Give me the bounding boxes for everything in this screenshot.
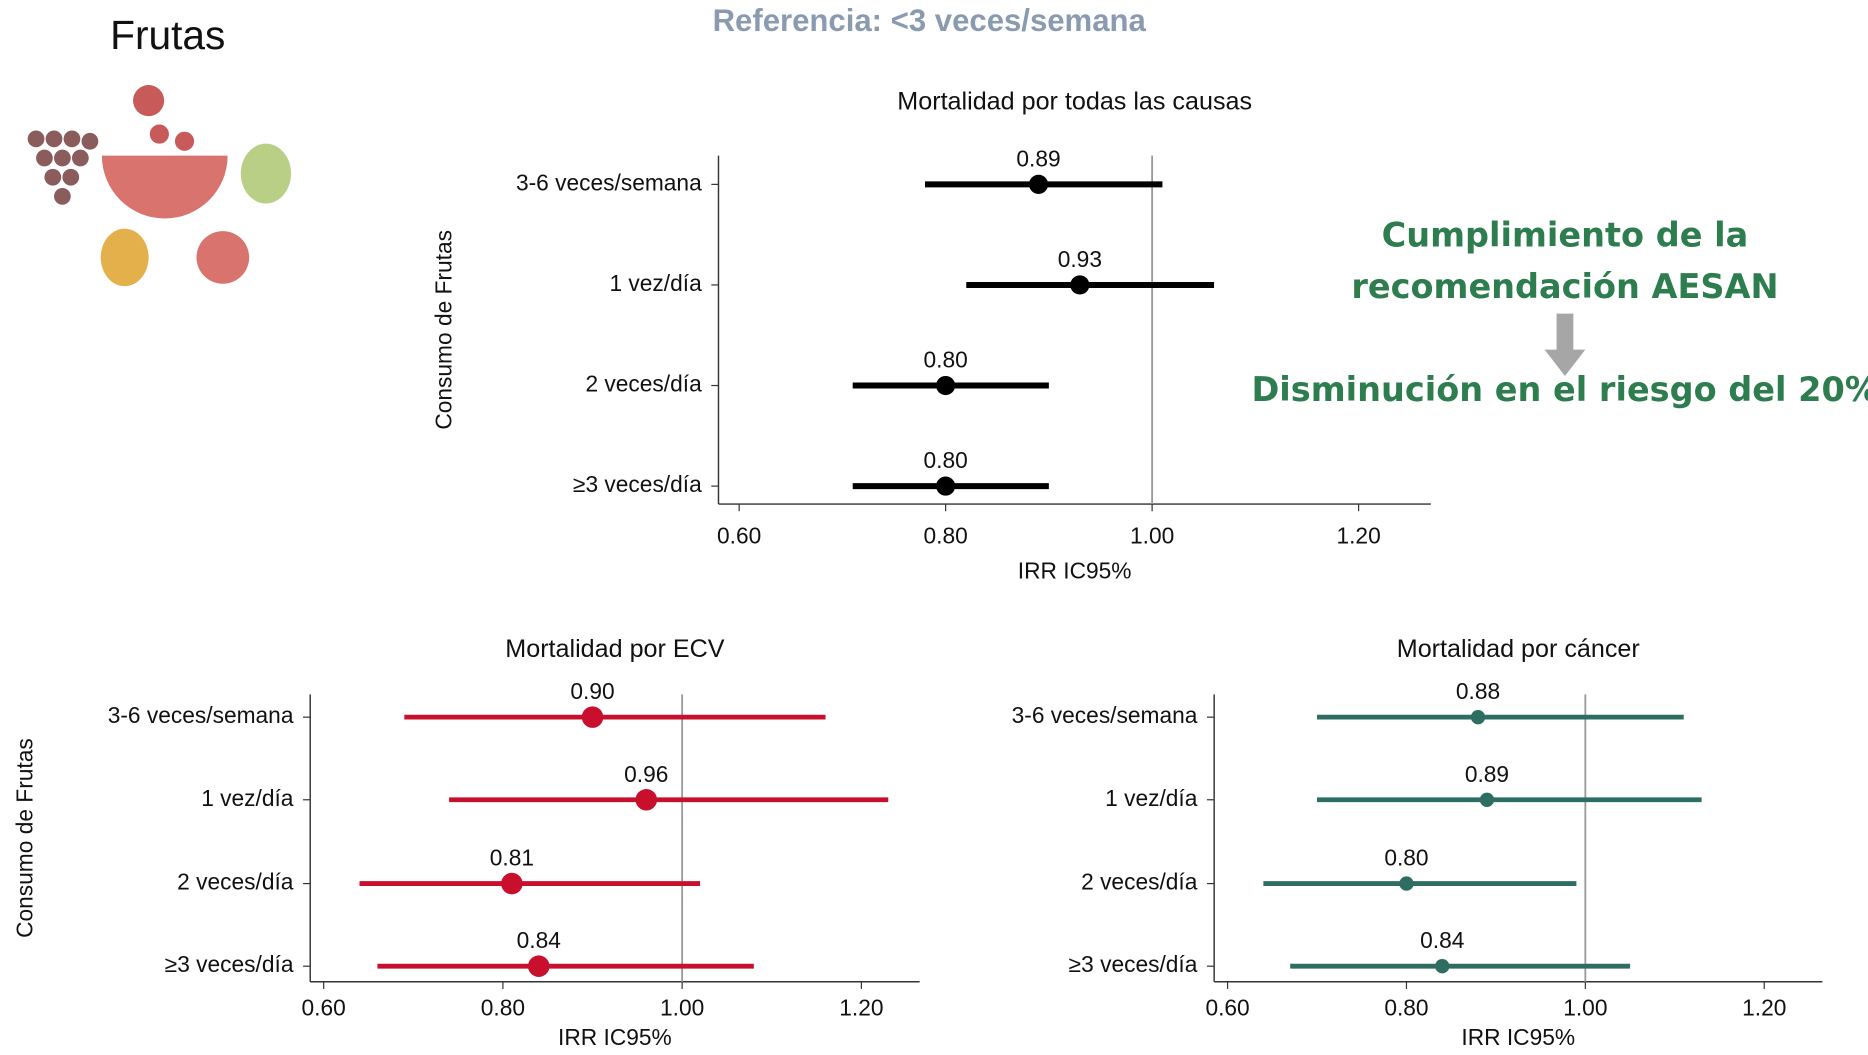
x-tick-label: 0.80 (924, 523, 968, 549)
value-label: 0.80 (924, 447, 968, 473)
point-estimate (1399, 876, 1413, 890)
point-estimate (636, 789, 658, 811)
point-estimate (582, 706, 604, 728)
slide-title: Frutas (110, 12, 225, 58)
fruit-icons (28, 85, 291, 286)
x-tick-label: 0.60 (1205, 994, 1249, 1020)
value-label: 0.90 (570, 678, 614, 704)
point-estimate (1480, 793, 1494, 807)
y-tick-label: 1 vez/día (609, 270, 702, 296)
x-axis-label: IRR IC95% (558, 1024, 672, 1050)
point-estimate (1435, 959, 1449, 973)
chart-title: Mortalidad por ECV (505, 635, 724, 663)
y-tick-label: 3-6 veces/semana (516, 169, 702, 195)
chart-title: Mortalidad por todas las causas (897, 88, 1252, 116)
x-tick-label: 1.20 (1742, 994, 1786, 1020)
y-tick-label: 3-6 veces/semana (108, 702, 294, 728)
arrow (1545, 314, 1586, 376)
x-axis-label: IRR IC95% (1461, 1024, 1575, 1050)
value-label: 0.89 (1016, 145, 1060, 171)
annotation: recomendación AESAN (1351, 267, 1778, 306)
x-tick-label: 1.20 (839, 994, 883, 1020)
reference-note: Referencia: <3 veces/semana (713, 3, 1147, 38)
x-tick-label: 0.80 (1384, 994, 1428, 1020)
point-estimate (1070, 275, 1089, 294)
y-tick-label: 2 veces/día (177, 869, 294, 895)
y-axis-label: Consumo de Frutas (11, 738, 37, 938)
value-label: 0.84 (1420, 927, 1464, 953)
x-tick-label: 1.00 (1563, 994, 1607, 1020)
value-label: 0.88 (1456, 678, 1500, 704)
y-tick-label: 1 vez/día (1105, 785, 1198, 811)
page: Frutas Referencia: <3 veces/semana Cumpl… (0, 0, 1868, 1055)
value-label: 0.80 (1384, 845, 1428, 871)
value-label: 0.93 (1058, 246, 1102, 272)
x-tick-label: 1.00 (660, 994, 704, 1020)
annotation: Disminución en el riesgo del 20% (1251, 370, 1868, 409)
point-estimate (1029, 175, 1048, 194)
y-axis-label: Consumo de Frutas (431, 230, 457, 430)
y-tick-label: ≥3 veces/día (165, 951, 294, 977)
slide: Frutas Referencia: <3 veces/semana Cumpl… (0, 0, 1868, 1050)
point-estimate (936, 376, 955, 395)
point-estimate (1471, 710, 1485, 724)
y-tick-label: 2 veces/día (1081, 869, 1198, 895)
annotation: Cumplimiento de la (1382, 216, 1749, 255)
y-tick-label: ≥3 veces/día (1069, 951, 1198, 977)
x-tick-label: 1.20 (1336, 523, 1380, 549)
x-tick-label: 0.60 (302, 994, 346, 1020)
value-label: 0.81 (490, 845, 534, 871)
x-axis-label: IRR IC95% (1018, 557, 1132, 583)
y-tick-label: 3-6 veces/semana (1012, 702, 1198, 728)
point-estimate (501, 873, 523, 895)
value-label: 0.96 (624, 761, 668, 787)
y-tick-label: 1 vez/día (201, 785, 294, 811)
x-tick-label: 0.80 (481, 994, 525, 1020)
chart-title: Mortalidad por cáncer (1397, 635, 1640, 663)
x-tick-label: 0.60 (717, 523, 761, 549)
point-estimate (936, 477, 955, 496)
y-tick-label: 2 veces/día (585, 371, 702, 397)
y-tick-label: ≥3 veces/día (573, 471, 702, 497)
point-estimate (528, 955, 550, 977)
value-label: 0.80 (924, 347, 968, 373)
value-label: 0.84 (517, 927, 561, 953)
x-tick-label: 1.00 (1130, 523, 1174, 549)
value-label: 0.89 (1465, 761, 1509, 787)
